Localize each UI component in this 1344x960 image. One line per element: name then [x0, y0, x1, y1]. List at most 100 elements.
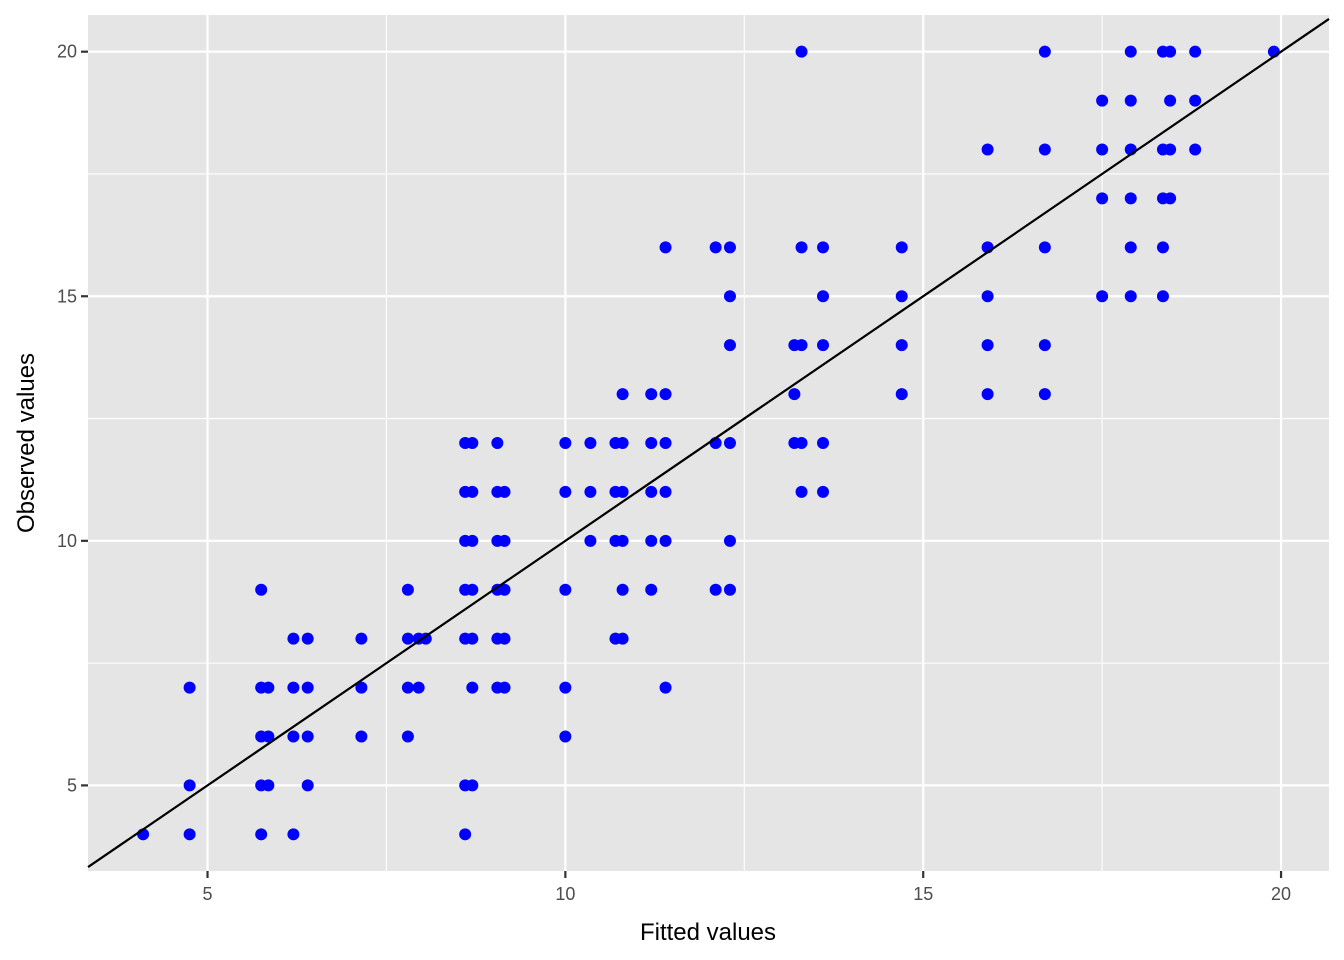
data-point [817, 485, 830, 498]
data-point [1124, 94, 1137, 107]
data-point [262, 730, 275, 743]
data-point [1164, 45, 1177, 58]
data-point [723, 534, 736, 547]
data-point [895, 241, 908, 254]
y-axis-title: Observed values [13, 353, 40, 533]
data-point [412, 681, 425, 694]
data-point [616, 583, 629, 596]
data-point [1164, 143, 1177, 156]
y-tick-label: 10 [57, 531, 77, 551]
data-point [401, 632, 414, 645]
data-point [584, 485, 597, 498]
data-point [466, 583, 479, 596]
data-point [255, 583, 268, 596]
data-point [355, 681, 368, 694]
data-point [981, 339, 994, 352]
data-point [401, 583, 414, 596]
data-point [709, 241, 722, 254]
y-tick-label: 15 [57, 286, 77, 306]
data-point [1156, 290, 1169, 303]
data-points [137, 45, 1280, 841]
data-point [584, 534, 597, 547]
data-point [795, 45, 808, 58]
data-point [817, 339, 830, 352]
data-point [287, 632, 300, 645]
data-point [1038, 388, 1051, 401]
data-point [788, 388, 801, 401]
data-point [491, 437, 504, 449]
data-point [645, 485, 658, 498]
data-point [1164, 94, 1177, 107]
data-point [795, 437, 808, 449]
x-tick-label: 5 [203, 884, 213, 904]
data-point [466, 485, 479, 498]
data-point [287, 828, 300, 841]
x-axis-title: Fitted values [640, 919, 776, 946]
data-point [616, 534, 629, 547]
data-point [645, 388, 658, 401]
data-point [1038, 143, 1051, 156]
data-point [466, 632, 479, 645]
data-point [287, 681, 300, 694]
data-point [1038, 45, 1051, 58]
data-point [1038, 241, 1051, 254]
x-tick-label: 20 [1271, 884, 1291, 904]
data-point [559, 681, 572, 694]
data-point [795, 485, 808, 498]
data-point [723, 241, 736, 254]
data-point [1038, 339, 1051, 352]
data-point [645, 583, 658, 596]
x-axis: 5 10 15 20 [203, 871, 1291, 904]
data-point [287, 730, 300, 743]
data-point [559, 583, 572, 596]
data-point [355, 730, 368, 743]
grid-major [88, 15, 1329, 871]
data-point [616, 485, 629, 498]
data-point [616, 388, 629, 401]
data-point [301, 779, 314, 792]
data-point [466, 437, 479, 449]
data-point [301, 681, 314, 694]
data-point [817, 437, 830, 449]
data-point [1189, 143, 1202, 156]
data-point [981, 388, 994, 401]
data-point [1164, 192, 1177, 205]
data-point [1096, 143, 1109, 156]
data-point [559, 437, 572, 449]
data-point [709, 583, 722, 596]
data-point [795, 241, 808, 254]
data-point [1156, 241, 1169, 254]
data-point [183, 779, 196, 792]
data-point [645, 534, 658, 547]
data-point [659, 534, 672, 547]
reference-line [87, 18, 1330, 868]
data-point [981, 290, 994, 303]
data-point [659, 681, 672, 694]
data-point [981, 143, 994, 156]
data-point [401, 730, 414, 743]
data-point [895, 290, 908, 303]
data-point [659, 437, 672, 449]
grid-minor [88, 15, 1329, 871]
data-point [616, 437, 629, 449]
data-point [466, 779, 479, 792]
x-tick-label: 15 [913, 884, 933, 904]
data-point [659, 388, 672, 401]
data-point [255, 828, 268, 841]
data-point [1124, 241, 1137, 254]
data-point [498, 583, 511, 596]
data-point [659, 241, 672, 254]
data-point [895, 388, 908, 401]
data-point [723, 290, 736, 303]
data-point [466, 534, 479, 547]
data-point [645, 437, 658, 449]
data-point [817, 290, 830, 303]
data-point [183, 828, 196, 841]
data-point [559, 730, 572, 743]
y-tick-label: 5 [67, 775, 77, 795]
y-tick-label: 20 [57, 42, 77, 62]
data-point [183, 681, 196, 694]
data-point [659, 485, 672, 498]
data-point [1124, 192, 1137, 205]
